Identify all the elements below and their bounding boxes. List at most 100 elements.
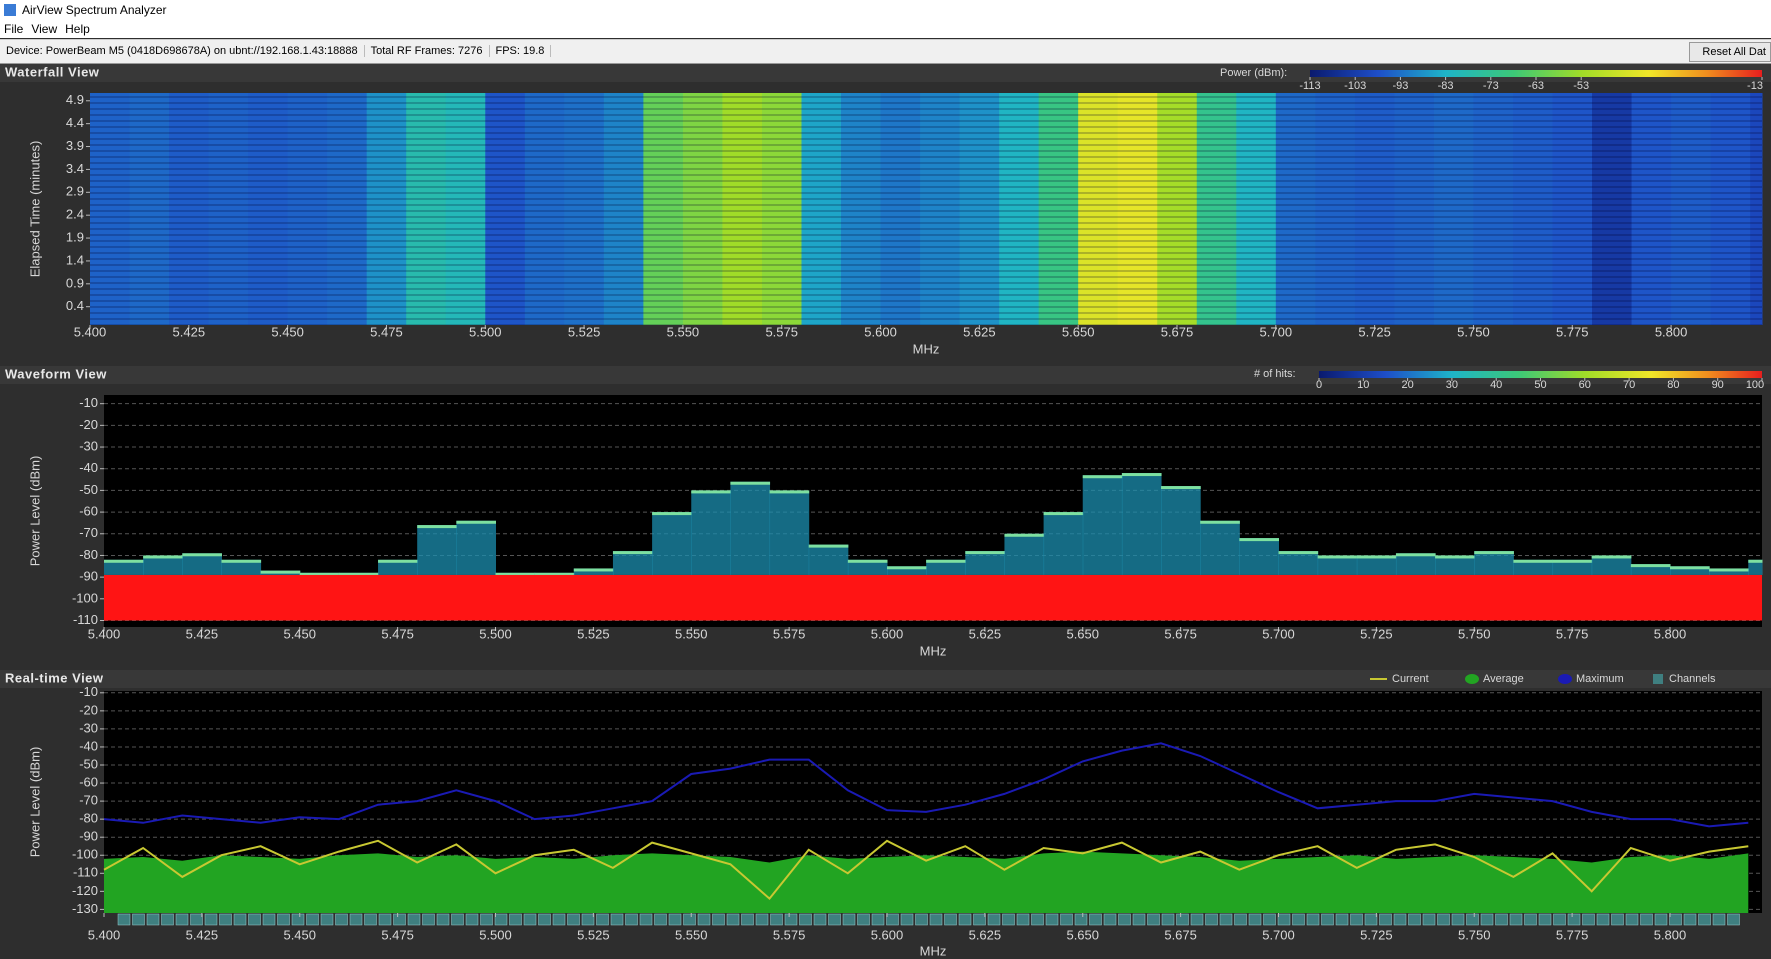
menu-item[interactable]: Help (65, 22, 90, 36)
x-tick-label: 5.425 (186, 626, 219, 641)
title-bar: AirView Spectrum Analyzer (0, 0, 1771, 20)
y-tick-label: -30 (79, 438, 98, 453)
signal-edge (182, 553, 222, 557)
channel-box (625, 913, 638, 926)
channel-box (654, 913, 667, 926)
y-tick-label: -50 (79, 756, 98, 771)
y-tick-label: 2.4 (66, 207, 84, 222)
signal-edge (769, 490, 810, 494)
signal-density (769, 490, 810, 575)
channel-box (1567, 913, 1581, 926)
y-tick-label: -100 (72, 590, 98, 605)
signal-edge (534, 572, 575, 576)
colorbar-label: # of hits: (1254, 368, 1296, 380)
colorbar-tick-label: -53 (1573, 80, 1589, 92)
y-tick-label: 1.9 (66, 229, 84, 244)
signal-edge (1239, 538, 1279, 542)
menu-item[interactable]: File (4, 22, 24, 36)
colorbar-tick-label: -63 (1528, 80, 1544, 92)
y-tick-label: -110 (73, 865, 98, 880)
channel-box (1132, 913, 1146, 926)
colorbar-tick-label: 0 (1316, 379, 1322, 391)
channel-box (1422, 913, 1436, 926)
signal-edge (1748, 559, 1763, 563)
channel-box (219, 913, 232, 926)
channel-box (1292, 913, 1305, 926)
x-tick-label: 5.400 (88, 927, 121, 942)
signal-edge (965, 551, 1005, 555)
channel-box (741, 913, 754, 926)
channel-box (465, 913, 479, 926)
x-tick-label: 5.800 (1654, 927, 1687, 942)
channel-box (697, 913, 711, 926)
channel-box (1364, 913, 1378, 926)
signal-density (926, 559, 966, 575)
legend-swatch (1558, 674, 1572, 684)
channel-box (915, 913, 928, 926)
x-tick-label: 5.675 (1164, 626, 1197, 641)
channel-box (1524, 913, 1537, 926)
channel-box (1553, 913, 1566, 926)
channel-box (1495, 913, 1508, 926)
status-frames: Total RF Frames: 7276 (364, 45, 490, 57)
channel-box (857, 913, 870, 926)
reset-button[interactable]: Reset All Dat (1689, 42, 1771, 62)
channel-box (567, 913, 580, 926)
channel-box (291, 913, 305, 926)
row-texture (90, 93, 1762, 325)
x-tick-label: 5.600 (864, 324, 897, 339)
signal-density (417, 525, 457, 575)
channel-box (1205, 913, 1218, 926)
average-area (104, 851, 1749, 913)
signal-edge (378, 559, 418, 563)
channel-box (1335, 913, 1349, 926)
channel-box (1306, 913, 1320, 926)
channel-box (1683, 913, 1697, 926)
y-tick-label: -60 (79, 774, 98, 789)
channel-box (1263, 913, 1276, 926)
channel-box (349, 913, 363, 926)
colorbar-tick-label: 40 (1490, 379, 1502, 391)
signal-density (886, 566, 927, 575)
y-tick-label: -30 (79, 720, 98, 735)
window-title: AirView Spectrum Analyzer (22, 3, 167, 17)
colorbar-tick-label: 10 (1357, 379, 1369, 391)
channel-box (1031, 913, 1044, 926)
channel-box (1596, 913, 1610, 926)
channel-box (538, 913, 551, 926)
channel-box (451, 913, 464, 926)
channel-box (1118, 913, 1131, 926)
x-tick-label: 5.600 (871, 626, 904, 641)
signal-density (1748, 559, 1763, 575)
panel-header (0, 670, 1771, 688)
signal-density (1004, 533, 1045, 575)
channel-box (335, 913, 348, 926)
channel-box (871, 913, 885, 926)
channel-box (581, 913, 595, 926)
signal-edge (926, 559, 966, 563)
channel-box (596, 913, 609, 926)
menu-item[interactable]: View (31, 22, 58, 36)
signal-edge (1161, 486, 1201, 490)
y-tick-label: -50 (79, 482, 98, 497)
signal-density (965, 551, 1005, 575)
legend-swatch (1653, 674, 1663, 684)
channel-box (161, 913, 174, 926)
signal-edge (1200, 520, 1240, 524)
channel-box (755, 913, 769, 926)
channel-box (1103, 913, 1117, 926)
x-tick-label: 5.550 (675, 626, 708, 641)
channel-box (712, 913, 725, 926)
channel-box (1161, 913, 1175, 926)
signal-edge (1043, 512, 1084, 516)
colorbar-tick-label: -83 (1438, 80, 1454, 92)
y-axis-label: Power Level (dBm) (27, 747, 42, 858)
x-tick-label: 5.725 (1358, 324, 1391, 339)
signal-edge (1278, 551, 1319, 555)
colorbar-tick-label: 20 (1401, 379, 1413, 391)
x-tick-label: 5.650 (1066, 927, 1099, 942)
channel-box (1002, 913, 1015, 926)
x-tick-label: 5.450 (283, 626, 316, 641)
signal-density (612, 551, 653, 575)
x-tick-label: 5.800 (1654, 626, 1687, 641)
